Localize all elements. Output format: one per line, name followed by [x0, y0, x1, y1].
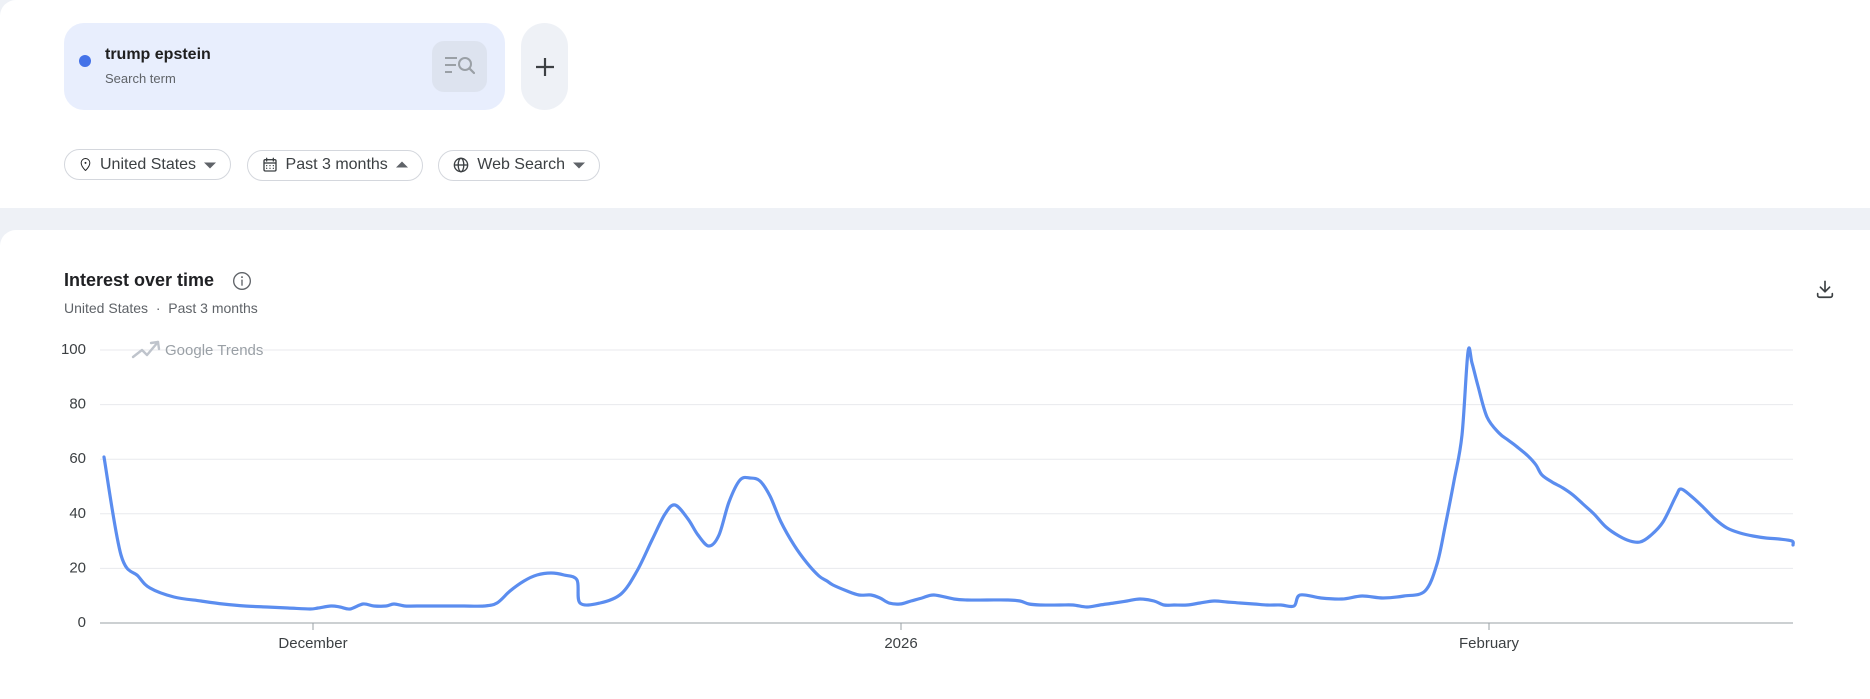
svg-text:60: 60 — [69, 450, 86, 467]
svg-text:100: 100 — [61, 341, 86, 358]
svg-text:Google Trends: Google Trends — [165, 342, 263, 359]
svg-text:December: December — [278, 635, 347, 652]
svg-text:80: 80 — [69, 396, 86, 413]
svg-text:2026: 2026 — [884, 635, 917, 652]
svg-text:February: February — [1459, 635, 1520, 652]
svg-text:20: 20 — [69, 559, 86, 576]
svg-text:0: 0 — [78, 614, 86, 631]
svg-text:40: 40 — [69, 505, 86, 522]
